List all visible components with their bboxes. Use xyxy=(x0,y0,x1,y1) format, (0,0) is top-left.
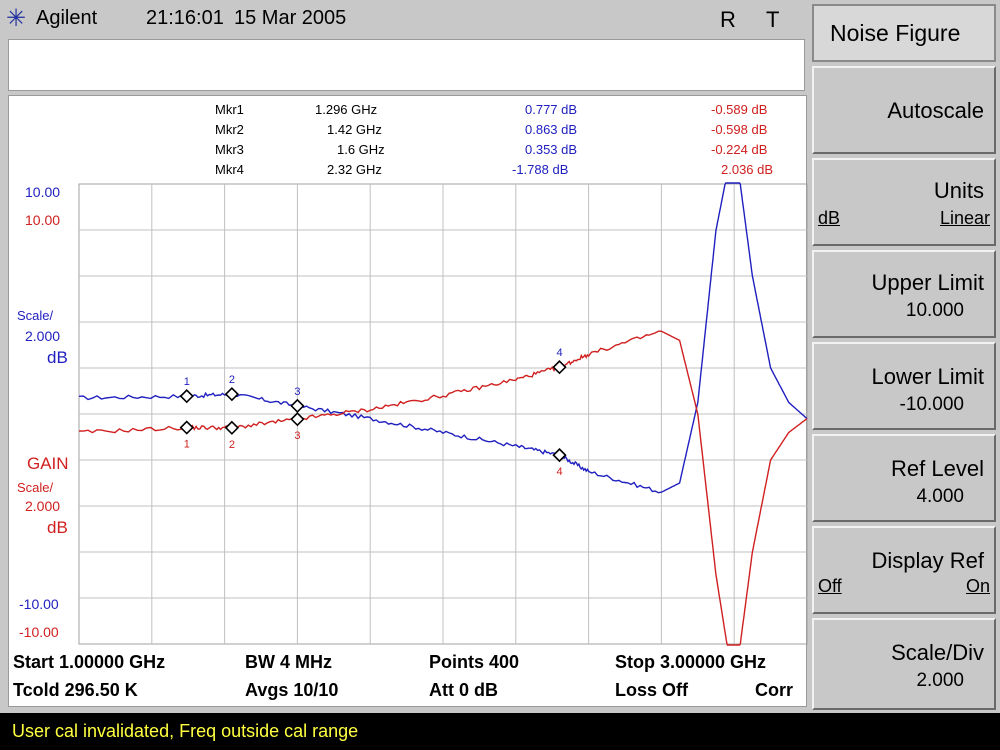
upper-limit-label: Upper Limit xyxy=(871,270,984,295)
units-button[interactable]: Units dB Linear xyxy=(812,158,996,246)
marker-4-gain-number: 4 xyxy=(556,347,562,359)
marker-4-nf: -1.788 dB xyxy=(512,162,569,177)
marker-3-name: Mkr3 xyxy=(215,142,244,157)
marker-3-nf: 0.353 dB xyxy=(525,142,578,157)
display-ref-option-off: Off xyxy=(818,576,842,596)
plot-grid xyxy=(78,183,808,645)
trace-plot: 1 1 2 2 3 3 4 4 xyxy=(78,182,808,646)
marker-3-nf-diamond xyxy=(290,398,305,414)
remote-indicator: R xyxy=(720,7,736,32)
attenuation: Att 0 dB xyxy=(429,680,498,700)
title-bar: ✳ Agilent 21:16:01 15 Mar 2005 R T xyxy=(0,0,808,38)
marker-4-name: Mkr4 xyxy=(215,162,244,177)
marker-4-nf-number: 4 xyxy=(556,466,562,478)
marker-1-freq: 1.296 GHz xyxy=(315,102,378,117)
display-ref-option-on: On xyxy=(965,576,990,596)
marker-4-gain: 2.036 dB xyxy=(721,162,774,177)
marker-1-nf-diamond xyxy=(179,388,194,404)
marker-2-nf-diamond xyxy=(224,387,240,402)
nf-scale-label: Scale/ xyxy=(17,308,54,323)
nf-unit: dB xyxy=(47,348,68,367)
display-ref-button[interactable]: Display Ref Off On xyxy=(812,526,996,614)
trigger-indicator: T xyxy=(766,7,780,32)
ref-level-label: Ref Level xyxy=(891,456,984,481)
marker-3-gain: -0.224 dB xyxy=(711,142,768,157)
gain-trace xyxy=(78,330,808,646)
menu-title-label: Noise Figure xyxy=(830,20,961,46)
marker-4-nf-diamond xyxy=(552,447,567,463)
marker-1-gain-diamond xyxy=(179,420,194,435)
stop-frequency: Stop 3.00000 GHz xyxy=(615,652,767,672)
marker-2-gain: -0.598 dB xyxy=(711,122,768,137)
marker-3-gain-diamond xyxy=(290,412,305,427)
scale-div-value: 2.000 xyxy=(916,670,964,691)
start-frequency: Start 1.00000 GHz xyxy=(13,652,166,672)
marker-3-freq: 1.6 GHz xyxy=(337,142,385,157)
display-ref-label: Display Ref xyxy=(871,548,984,573)
scale-div-label: Scale/Div xyxy=(891,640,984,665)
nf-bottom-label: -10.00 xyxy=(19,596,59,612)
marker-1-nf-number: 1 xyxy=(184,376,190,388)
lower-limit-label: Lower Limit xyxy=(871,364,984,389)
correction-indicator: Corr xyxy=(755,680,794,700)
marker-3-gain-number: 3 xyxy=(294,430,300,442)
marker-1-nf: 0.777 dB xyxy=(525,102,578,117)
marker-2-gain-number: 2 xyxy=(229,439,235,451)
upper-limit-button[interactable]: Upper Limit 10.000 xyxy=(812,250,996,338)
nf-scale-value: 2.000 xyxy=(25,328,61,344)
averages: Avgs 10/10 xyxy=(245,680,339,700)
lower-limit-button[interactable]: Lower Limit -10.000 xyxy=(812,342,996,430)
agilent-logo-icon: ✳ xyxy=(6,5,27,32)
status-bar: User cal invalidated, Freq outside cal r… xyxy=(0,713,1000,750)
gain-top-label: 10.00 xyxy=(25,212,61,228)
marker-1-gain-number: 1 xyxy=(184,439,190,451)
units-label: Units xyxy=(933,178,984,203)
marker-2-name: Mkr2 xyxy=(215,122,244,137)
bandwidth: BW 4 MHz xyxy=(245,652,332,672)
tcold: Tcold 296.50 K xyxy=(13,680,138,700)
marker-1-name: Mkr1 xyxy=(215,102,244,117)
entry-area xyxy=(8,39,805,91)
noise-figure-trace xyxy=(78,182,808,494)
units-option-linear: Linear xyxy=(939,208,990,228)
marker-2-gain-diamond xyxy=(224,420,240,435)
gain-unit: dB xyxy=(47,518,68,537)
marker-2-nf: 0.863 dB xyxy=(525,122,578,137)
gain-bottom-label: -10.00 xyxy=(19,624,59,640)
menu-title: Noise Figure xyxy=(812,4,996,62)
marker-4-freq: 2.32 GHz xyxy=(327,162,382,177)
clock-time: 21:16:01 xyxy=(146,7,224,29)
autoscale-label: Autoscale xyxy=(887,98,984,123)
gain-scale-label: Scale/ xyxy=(17,480,54,495)
upper-limit-value: 10.000 xyxy=(905,300,964,321)
points-count: Points 400 xyxy=(429,652,520,672)
marker-4-gain-diamond xyxy=(552,360,567,375)
marker-2-freq: 1.42 GHz xyxy=(327,122,382,137)
nf-top-label: 10.00 xyxy=(25,184,61,200)
ref-level-value: 4.000 xyxy=(916,486,964,507)
loss-setting: Loss Off xyxy=(615,680,689,700)
status-message: User cal invalidated, Freq outside cal r… xyxy=(12,721,359,741)
marker-2-nf-number: 2 xyxy=(229,374,235,386)
marker-3-nf-number: 3 xyxy=(294,386,300,398)
scale-div-button[interactable]: Scale/Div 2.000 xyxy=(812,618,996,710)
gain-scale-value: 2.000 xyxy=(25,498,61,514)
units-option-db: dB xyxy=(818,208,841,228)
marker-1-gain: -0.589 dB xyxy=(711,102,768,117)
marker-symbols: 1 1 2 2 3 3 4 4 xyxy=(179,347,567,478)
ref-level-button[interactable]: Ref Level 4.000 xyxy=(812,434,996,522)
lower-limit-value: -10.000 xyxy=(899,394,964,415)
measurement-screen: Mkr1 1.296 GHz 0.777 dB -0.589 dB Mkr2 1… xyxy=(8,95,808,707)
clock-date: 15 Mar 2005 xyxy=(234,7,347,29)
gain-name: GAIN xyxy=(27,454,69,473)
brand-name: Agilent xyxy=(36,7,98,29)
autoscale-button[interactable]: Autoscale xyxy=(812,66,996,154)
